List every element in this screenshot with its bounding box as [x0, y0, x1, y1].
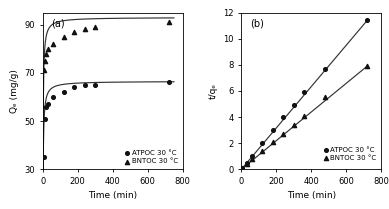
- BNTOC 30 °C: [301, 114, 307, 117]
- ATPOC 30 °C: [71, 86, 77, 89]
- ATPOC 30 °C: [61, 90, 67, 94]
- ATPOC 30 °C: [41, 117, 47, 120]
- X-axis label: Time (min): Time (min): [287, 191, 336, 200]
- Y-axis label: Qₑ (mg/g): Qₑ (mg/g): [10, 69, 19, 113]
- ATPOC 30 °C: [45, 102, 51, 106]
- ATPOC 30 °C: [259, 141, 265, 145]
- Legend: ATPOC 30 °C, BNTOC 30 °C: ATPOC 30 °C, BNTOC 30 °C: [322, 145, 378, 163]
- BNTOC 30 °C: [270, 140, 276, 144]
- BNTOC 30 °C: [92, 25, 98, 29]
- ATPOC 30 °C: [40, 155, 47, 159]
- BNTOC 30 °C: [61, 35, 67, 38]
- Legend: ATPOC 30 °C, BNTOC 30 °C: ATPOC 30 °C, BNTOC 30 °C: [123, 148, 179, 166]
- ATPOC 30 °C: [50, 95, 56, 99]
- ATPOC 30 °C: [239, 166, 245, 170]
- X-axis label: Time (min): Time (min): [88, 191, 137, 200]
- BNTOC 30 °C: [50, 42, 56, 46]
- ATPOC 30 °C: [322, 67, 328, 70]
- BNTOC 30 °C: [40, 69, 47, 72]
- ATPOC 30 °C: [82, 83, 88, 87]
- BNTOC 30 °C: [45, 47, 51, 50]
- BNTOC 30 °C: [364, 64, 370, 68]
- BNTOC 30 °C: [244, 162, 250, 166]
- ATPOC 30 °C: [301, 90, 307, 94]
- BNTOC 30 °C: [249, 158, 255, 161]
- BNTOC 30 °C: [280, 132, 286, 136]
- ATPOC 30 °C: [280, 115, 286, 119]
- ATPOC 30 °C: [249, 155, 255, 158]
- ATPOC 30 °C: [364, 19, 370, 22]
- BNTOC 30 °C: [166, 20, 172, 24]
- ATPOC 30 °C: [270, 128, 276, 132]
- Text: (b): (b): [250, 19, 264, 29]
- BNTOC 30 °C: [43, 52, 49, 55]
- BNTOC 30 °C: [322, 96, 328, 99]
- ATPOC 30 °C: [166, 81, 172, 84]
- Text: (a): (a): [51, 19, 65, 29]
- BNTOC 30 °C: [71, 30, 77, 33]
- ATPOC 30 °C: [92, 83, 98, 87]
- ATPOC 30 °C: [43, 105, 49, 108]
- Y-axis label: t/qₑ: t/qₑ: [209, 83, 218, 99]
- BNTOC 30 °C: [41, 59, 47, 62]
- ATPOC 30 °C: [291, 104, 297, 107]
- BNTOC 30 °C: [291, 123, 297, 127]
- BNTOC 30 °C: [259, 149, 265, 153]
- ATPOC 30 °C: [244, 161, 250, 164]
- BNTOC 30 °C: [239, 167, 245, 170]
- BNTOC 30 °C: [82, 28, 88, 31]
